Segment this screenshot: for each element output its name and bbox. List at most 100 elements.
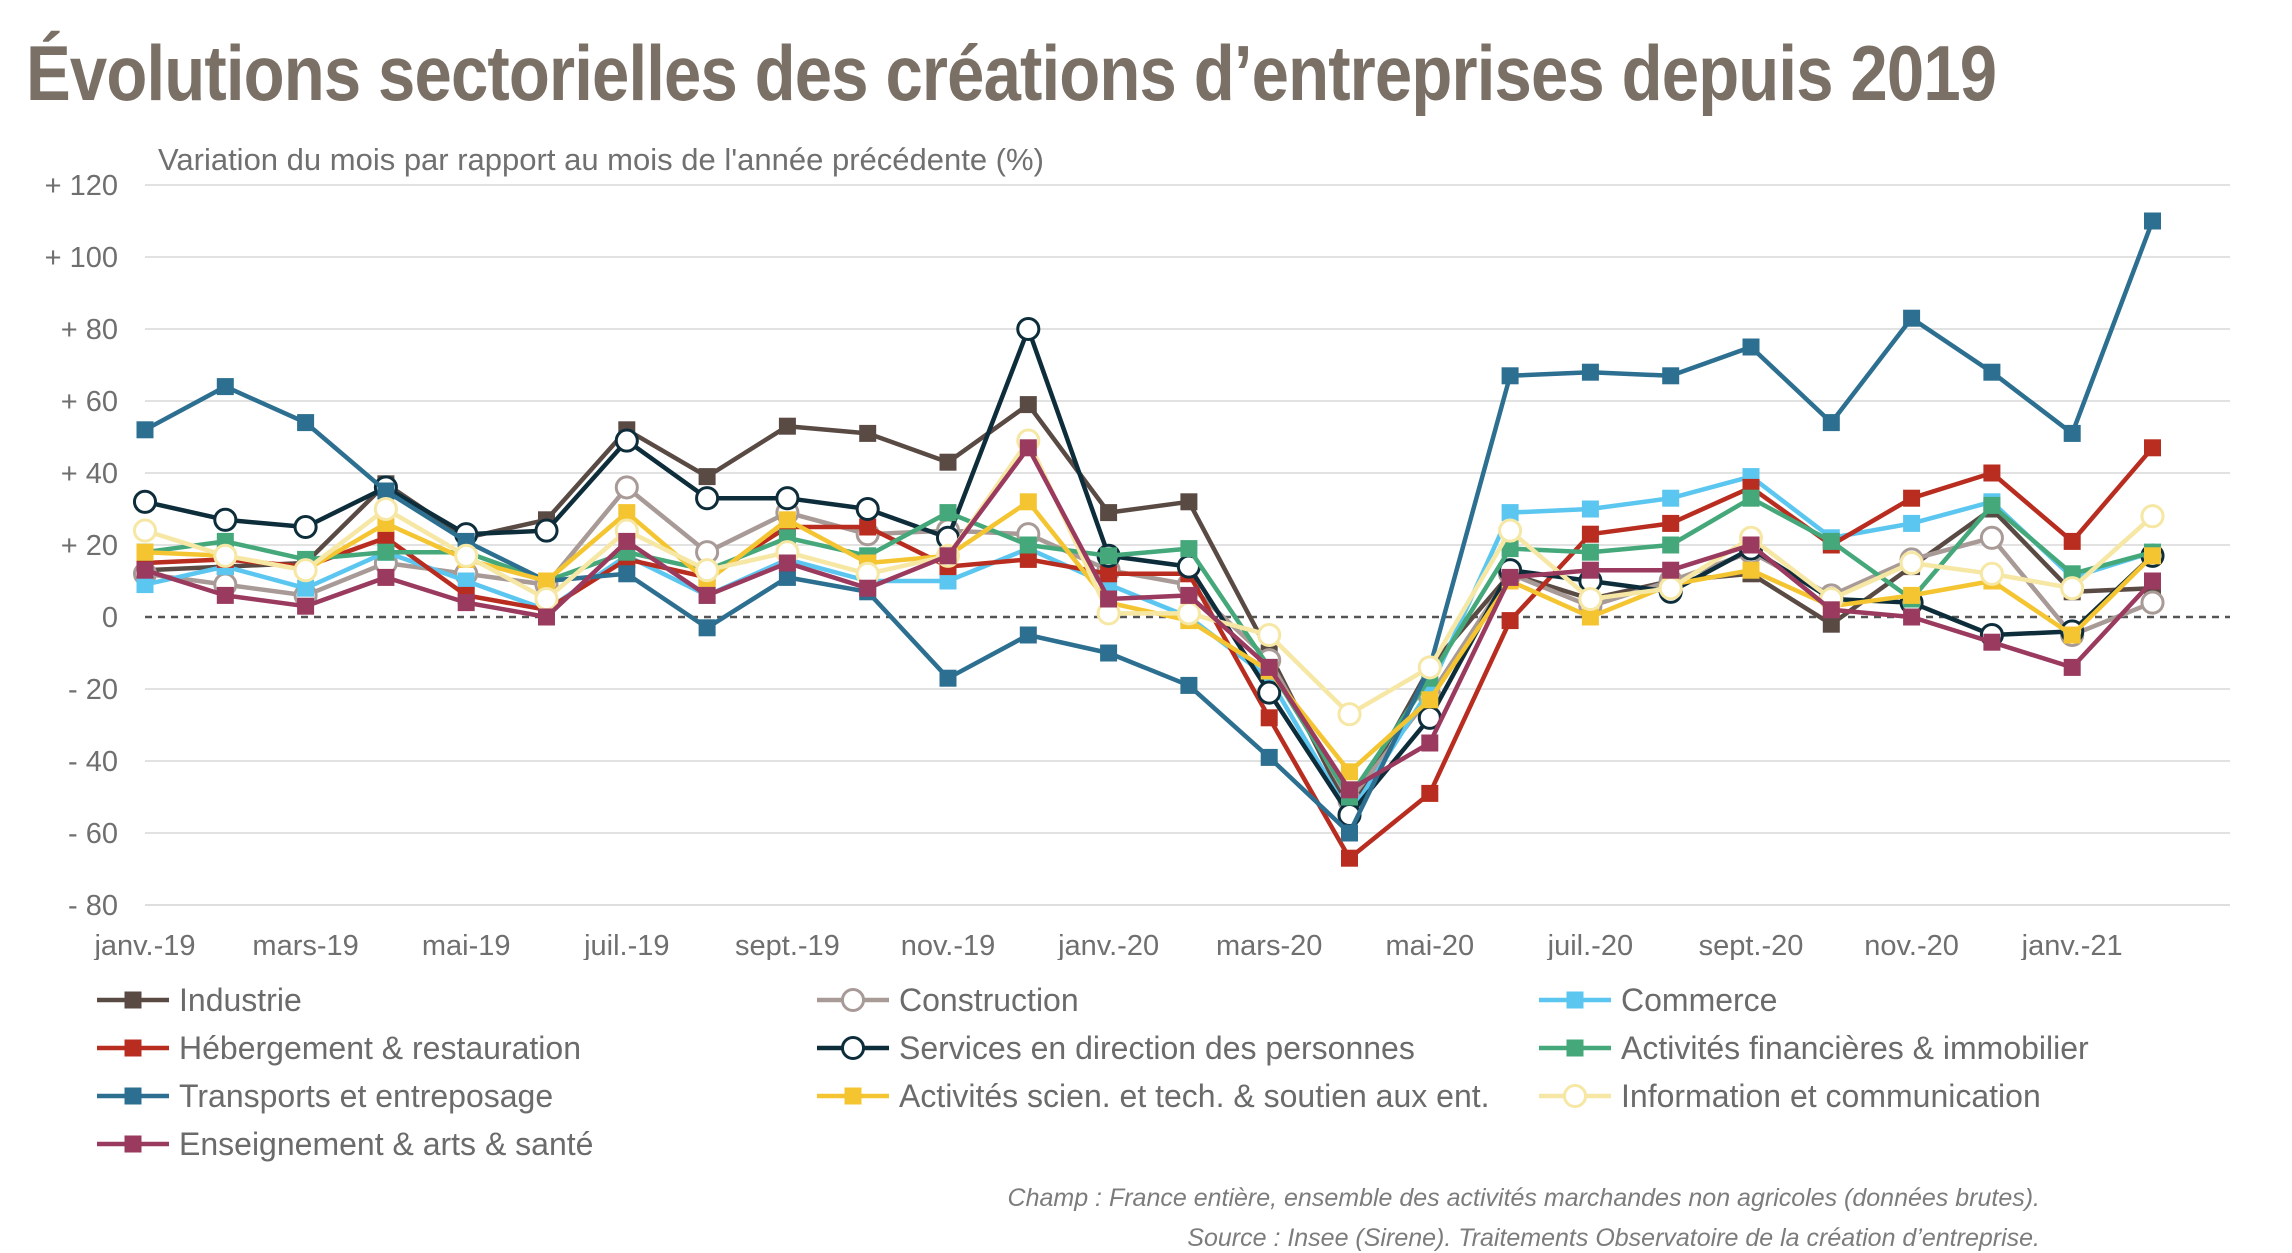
legend-item: Enseignement & arts & santé bbox=[95, 1124, 593, 1164]
data-point bbox=[859, 518, 877, 536]
data-point bbox=[695, 558, 720, 583]
data-point bbox=[840, 1035, 866, 1061]
data-point bbox=[855, 496, 880, 522]
data-point bbox=[1100, 547, 1118, 565]
data-point bbox=[1658, 576, 1683, 601]
data-point bbox=[297, 414, 315, 432]
x-tick-label: sept.-20 bbox=[1699, 930, 1804, 960]
legend-label: Activités financières & immobilier bbox=[1621, 1029, 2089, 1066]
legend-swatch bbox=[817, 987, 889, 1013]
x-tick-label: janv.-21 bbox=[2021, 930, 2123, 960]
data-point bbox=[1341, 849, 1358, 867]
data-point bbox=[293, 514, 318, 540]
data-point bbox=[1581, 500, 1599, 518]
data-point bbox=[1581, 608, 1599, 626]
data-point bbox=[377, 568, 395, 586]
data-point bbox=[2144, 212, 2161, 230]
series-h-bergement-restauration bbox=[136, 439, 2161, 867]
data-point bbox=[538, 572, 555, 590]
series-enseignement-arts-sant- bbox=[136, 439, 2161, 799]
y-tick-label: + 40 bbox=[61, 458, 118, 490]
legend-swatch bbox=[1539, 1083, 1611, 1109]
data-point bbox=[1983, 633, 2001, 651]
series-industrie bbox=[136, 396, 2161, 820]
data-point bbox=[1903, 586, 1921, 604]
data-point bbox=[1822, 532, 1840, 550]
data-point bbox=[1019, 550, 1037, 568]
data-point bbox=[614, 475, 639, 500]
data-point bbox=[1019, 626, 1037, 644]
legend-item: Information et communication bbox=[1537, 1076, 2041, 1116]
data-point bbox=[1899, 550, 1924, 576]
data-point bbox=[2063, 626, 2081, 644]
y-tick-label: + 80 bbox=[61, 314, 118, 346]
data-point bbox=[939, 572, 957, 590]
x-tick-label: nov.-20 bbox=[1864, 930, 1959, 960]
legend-swatch bbox=[1539, 1039, 1611, 1057]
legend-item: Commerce bbox=[1537, 980, 1777, 1020]
data-point bbox=[1822, 615, 1840, 633]
y-axis: + 120 + 100 + 80 + 60 + 40 + 20 0 - 20 - 40 - 60 -… bbox=[45, 170, 118, 922]
data-point bbox=[1176, 601, 1201, 626]
data-point bbox=[1260, 748, 1278, 766]
data-point bbox=[216, 378, 234, 396]
data-point bbox=[778, 554, 796, 572]
legend-swatch bbox=[97, 991, 169, 1009]
data-point bbox=[457, 594, 475, 612]
series-line bbox=[144, 495, 2154, 800]
data-point bbox=[1742, 338, 1760, 356]
legend-label: Commerce bbox=[1621, 981, 1778, 1018]
data-point bbox=[297, 579, 315, 597]
data-point bbox=[695, 486, 720, 511]
chart-subtitle: Variation du mois par rapport au mois de… bbox=[158, 142, 1044, 177]
series-transports-et-entreposage bbox=[136, 212, 2161, 842]
legend-label: Information et communication bbox=[1621, 1077, 2041, 1114]
data-point bbox=[1421, 784, 1439, 802]
data-point bbox=[2144, 572, 2161, 590]
data-point bbox=[534, 586, 559, 612]
data-point bbox=[1498, 518, 1523, 543]
x-tick-label: juil.-19 bbox=[583, 930, 669, 960]
data-point bbox=[1662, 367, 1680, 385]
data-point bbox=[213, 507, 238, 532]
data-point bbox=[136, 561, 154, 579]
data-point bbox=[1566, 991, 1584, 1009]
series-line bbox=[143, 220, 2155, 836]
data-point bbox=[1742, 536, 1760, 554]
data-point bbox=[377, 529, 395, 547]
data-point bbox=[2063, 424, 2081, 442]
legend-item: Services en direction des personnes bbox=[815, 1028, 1415, 1068]
data-point bbox=[698, 468, 716, 486]
data-point bbox=[136, 421, 154, 439]
data-point bbox=[1019, 439, 1037, 457]
legend-label: Hébergement & restauration bbox=[179, 1029, 581, 1066]
data-point bbox=[1566, 1039, 1584, 1057]
data-point bbox=[2063, 658, 2081, 676]
series-line bbox=[144, 445, 2155, 793]
y-tick-label: + 120 bbox=[45, 170, 118, 202]
data-point bbox=[1903, 608, 1921, 626]
legend-swatch bbox=[1539, 991, 1611, 1009]
data-point bbox=[216, 586, 234, 604]
data-point bbox=[538, 608, 555, 626]
data-point bbox=[939, 453, 957, 471]
data-point bbox=[1100, 565, 1118, 583]
x-tick-label: janv.-20 bbox=[1057, 930, 1159, 960]
y-tick-label: 0 bbox=[102, 602, 118, 634]
data-point bbox=[1501, 568, 1519, 586]
data-point bbox=[1341, 781, 1358, 799]
data-point bbox=[1257, 622, 1282, 648]
legend-label: Construction bbox=[899, 981, 1079, 1018]
data-point bbox=[618, 532, 636, 550]
data-point bbox=[778, 511, 796, 529]
data-point bbox=[1983, 363, 2001, 381]
data-point bbox=[297, 597, 315, 615]
y-tick-label: + 100 bbox=[45, 242, 118, 274]
x-axis: janv.-19 mars-19 mai-19 juil.-19 sept.-19 nov… bbox=[93, 904, 2230, 960]
data-point bbox=[124, 1087, 142, 1105]
data-point bbox=[1983, 464, 2001, 482]
data-point bbox=[844, 1087, 862, 1105]
series-group bbox=[132, 212, 2165, 867]
data-point bbox=[1501, 504, 1519, 522]
x-tick-label: nov.-19 bbox=[901, 930, 996, 960]
